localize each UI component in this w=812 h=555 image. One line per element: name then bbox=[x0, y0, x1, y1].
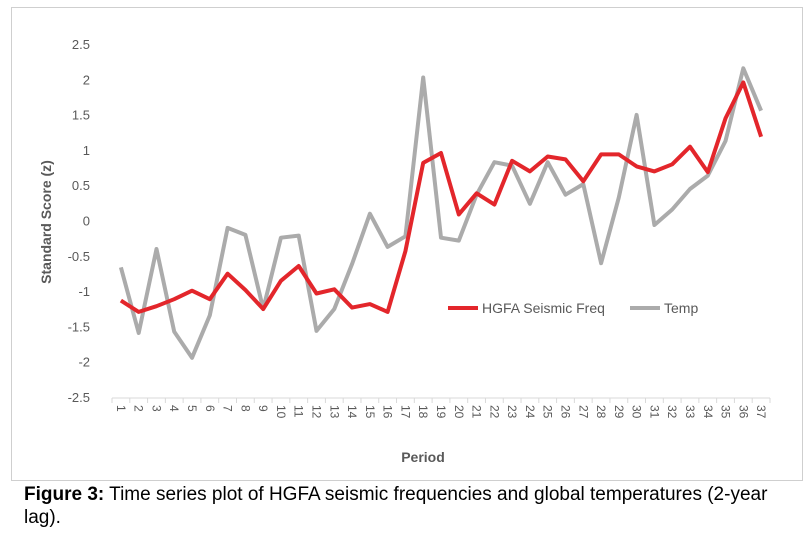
x-tick-label: 26 bbox=[558, 405, 572, 419]
x-tick-label: 36 bbox=[736, 405, 750, 419]
y-tick-label: -2.5 bbox=[68, 390, 90, 405]
x-tick-label: 34 bbox=[701, 405, 715, 419]
series-line-seismic bbox=[119, 80, 764, 314]
x-tick-label: 37 bbox=[754, 405, 768, 419]
x-tick-label: 9 bbox=[256, 405, 270, 412]
x-tick-label: 27 bbox=[576, 405, 590, 419]
x-tick-label: 32 bbox=[665, 405, 679, 419]
y-tick-label: 2 bbox=[83, 72, 90, 87]
chart-area: 2.5 2 1.5 1 0.5 0 -0.5 -1 -1.5 -2 -2.5 1 2 3 4 5 6 7 8 9 10 1… bbox=[11, 7, 803, 481]
x-tick-label: 8 bbox=[238, 405, 252, 412]
x-tick-label: 12 bbox=[310, 405, 324, 419]
x-tick-label: 16 bbox=[381, 405, 395, 419]
y-tick-label: -0.5 bbox=[68, 249, 90, 264]
x-tick-label: 7 bbox=[221, 405, 235, 412]
x-tick-label: 29 bbox=[612, 405, 626, 419]
y-tick-label: 0 bbox=[83, 214, 90, 229]
x-tick-label: 14 bbox=[345, 405, 359, 419]
caption-label: Figure 3: bbox=[24, 484, 105, 505]
x-tick-label: 33 bbox=[683, 405, 697, 419]
series-line-temp bbox=[118, 66, 763, 360]
x-tick-label: 6 bbox=[203, 405, 217, 412]
x-tick-label: 20 bbox=[452, 405, 466, 419]
x-tick-label: 2 bbox=[132, 405, 146, 412]
y-tick-label: -1 bbox=[78, 284, 90, 299]
legend-item-temp: Temp bbox=[664, 300, 698, 316]
x-tick-label: 23 bbox=[505, 405, 519, 419]
x-tick-label: 13 bbox=[327, 405, 341, 419]
y-tick-label: -2 bbox=[78, 355, 90, 370]
x-axis-title: Period bbox=[401, 449, 445, 465]
x-tick-label: 4 bbox=[167, 405, 181, 412]
x-tick-label: 3 bbox=[149, 405, 163, 412]
y-tick-label: 0.5 bbox=[72, 178, 90, 193]
x-tick-label: 18 bbox=[416, 405, 430, 419]
legend-item-seismic: HGFA Seismic Freq bbox=[482, 300, 605, 316]
x-tick-label: 21 bbox=[470, 405, 484, 419]
x-tick-label: 15 bbox=[363, 405, 377, 419]
x-tick-label: 31 bbox=[647, 405, 661, 419]
x-tick-label: 24 bbox=[523, 405, 537, 419]
chart-svg: 2.521.510.50-0.5-1-1.5-2-2.51 2 3 4 5 6 7 8 9 10 1… bbox=[38, 37, 771, 465]
x-tick-label: 5 bbox=[185, 405, 199, 412]
x-tick-label: 22 bbox=[487, 405, 501, 419]
x-tick-label: 28 bbox=[594, 405, 608, 419]
x-tick-label: 35 bbox=[719, 405, 733, 419]
y-axis-title: Standard Score (z) bbox=[38, 160, 54, 284]
x-tick-label: 25 bbox=[541, 405, 555, 419]
y-tick-label: 1 bbox=[83, 143, 90, 158]
x-tick-label: 30 bbox=[630, 405, 644, 419]
figure-caption: Figure 3: Time series plot of HGFA seism… bbox=[24, 483, 794, 529]
x-tick-label: 17 bbox=[398, 405, 412, 419]
x-tick-label: 19 bbox=[434, 405, 448, 419]
y-tick-label: 1.5 bbox=[72, 108, 90, 123]
x-tick-label: 1 bbox=[114, 405, 128, 412]
y-tick-label: 2.5 bbox=[72, 37, 90, 52]
x-tick-label: 10 bbox=[274, 405, 288, 419]
x-tick-label: 11 bbox=[292, 405, 306, 418]
y-tick-label: -1.5 bbox=[68, 319, 90, 334]
legend: HGFA Seismic Freq Temp bbox=[448, 300, 698, 316]
caption-text: Time series plot of HGFA seismic frequen… bbox=[24, 484, 768, 528]
